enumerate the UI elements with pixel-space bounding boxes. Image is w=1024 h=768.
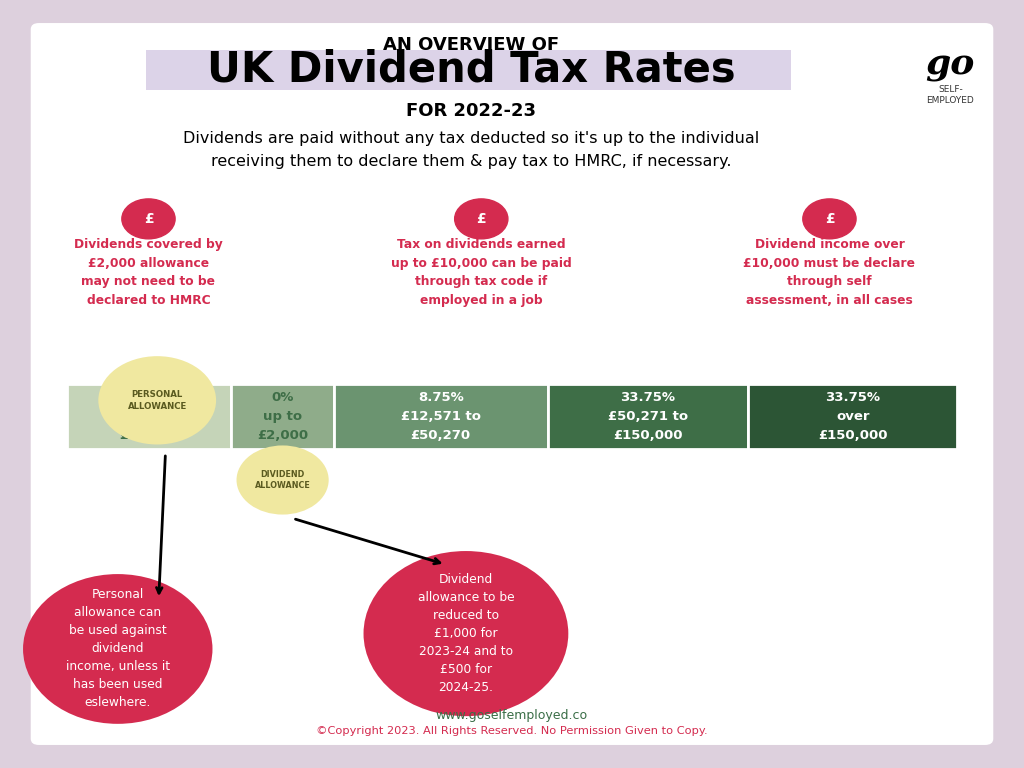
Text: FOR 2022-23: FOR 2022-23 bbox=[407, 102, 536, 121]
Text: 0%
up to
£2,000: 0% up to £2,000 bbox=[257, 391, 308, 442]
FancyBboxPatch shape bbox=[31, 23, 993, 745]
Ellipse shape bbox=[364, 551, 568, 716]
Bar bbox=[67, 384, 231, 449]
Circle shape bbox=[455, 199, 508, 239]
Text: £: £ bbox=[476, 212, 486, 226]
Text: 0%
up to
£12,570: 0% up to £12,570 bbox=[119, 391, 179, 442]
Circle shape bbox=[803, 199, 856, 239]
Bar bbox=[334, 384, 548, 449]
Text: www.goselfemployed.co: www.goselfemployed.co bbox=[436, 710, 588, 722]
Text: UK Dividend Tax Rates: UK Dividend Tax Rates bbox=[207, 48, 735, 90]
Text: PERSONAL
ALLOWANCE: PERSONAL ALLOWANCE bbox=[128, 390, 186, 411]
Bar bbox=[749, 384, 957, 449]
Text: SELF-
EMPLOYED: SELF- EMPLOYED bbox=[927, 85, 974, 105]
Text: go: go bbox=[926, 48, 975, 82]
Ellipse shape bbox=[237, 445, 329, 515]
Ellipse shape bbox=[98, 356, 216, 445]
Text: 8.75%
£12,571 to
£50,270: 8.75% £12,571 to £50,270 bbox=[400, 391, 480, 442]
Text: Tax on dividends earned
up to £10,000 can be paid
through tax code if
employed i: Tax on dividends earned up to £10,000 ca… bbox=[391, 238, 571, 306]
Ellipse shape bbox=[24, 574, 213, 723]
Bar bbox=[548, 384, 749, 449]
Bar bbox=[231, 384, 334, 449]
Text: ©Copyright 2023. All Rights Reserved. No Permission Given to Copy.: ©Copyright 2023. All Rights Reserved. No… bbox=[316, 726, 708, 737]
Text: Dividends covered by
£2,000 allowance
may not need to be
declared to HMRC: Dividends covered by £2,000 allowance ma… bbox=[74, 238, 223, 306]
FancyBboxPatch shape bbox=[146, 50, 791, 90]
Text: 33.75%
£50,271 to
£150,000: 33.75% £50,271 to £150,000 bbox=[608, 391, 688, 442]
Text: Dividend
allowance to be
reduced to
£1,000 for
2023-24 and to
£500 for
2024-25.: Dividend allowance to be reduced to £1,0… bbox=[418, 573, 514, 694]
Text: Dividend income over
£10,000 must be declare
through self
assessment, in all cas: Dividend income over £10,000 must be dec… bbox=[743, 238, 915, 306]
Text: Personal
allowance can
be used against
dividend
income, unless it
has been used
: Personal allowance can be used against d… bbox=[66, 588, 170, 710]
Text: £: £ bbox=[824, 212, 835, 226]
Circle shape bbox=[122, 199, 175, 239]
Text: AN OVERVIEW OF: AN OVERVIEW OF bbox=[383, 35, 559, 54]
Text: £: £ bbox=[143, 212, 154, 226]
Text: DIVIDEND
ALLOWANCE: DIVIDEND ALLOWANCE bbox=[255, 470, 310, 490]
Text: 33.75%
over
£150,000: 33.75% over £150,000 bbox=[818, 391, 888, 442]
Text: Dividends are paid without any tax deducted so it's up to the individual
receivi: Dividends are paid without any tax deduc… bbox=[183, 131, 759, 169]
